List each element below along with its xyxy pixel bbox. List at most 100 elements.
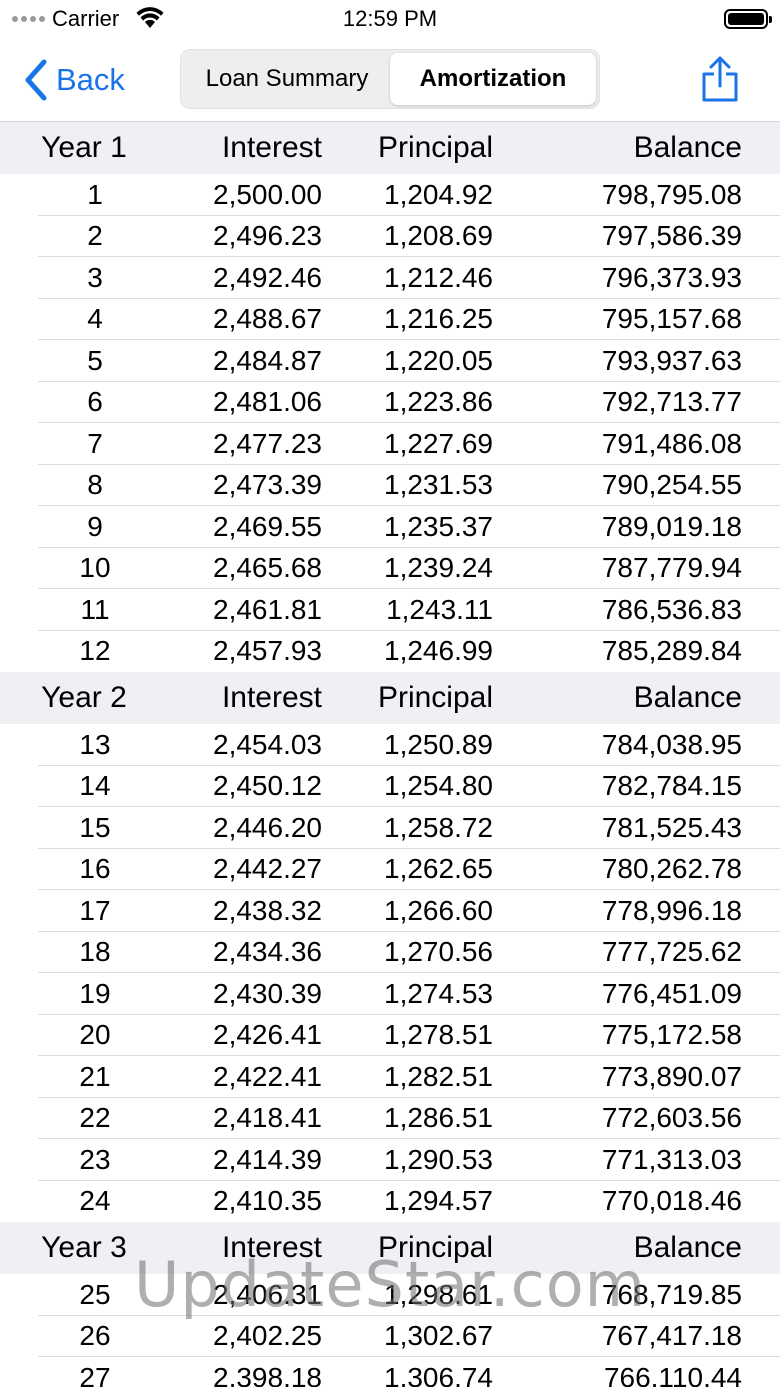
table-row: 2 2,496.23 1,208.69 797,586.39 [0,216,780,258]
interest-value: 2,438.32 [213,894,322,926]
table-row: 4 2,488.67 1,216.25 795,157.68 [0,299,780,341]
segment-loan-summary[interactable]: Loan Summary [205,65,369,92]
interest-value: 2,488.67 [213,303,322,335]
table-row: 10 2,465.68 1,239.24 787,779.94 [0,548,780,590]
interest-value: 2,426.41 [213,1019,322,1051]
balance-value: 773,890.07 [601,1060,742,1092]
payment-number: 16 [79,853,111,885]
navigation-bar: Back Loan Summary Amortization [0,40,780,122]
table-row: 21 2,422.41 1,282.51 773,890.07 [0,1056,780,1098]
interest-value: 2,484.87 [213,344,322,376]
interest-value: 2,434.36 [213,936,322,968]
interest-value: 2,398.18 [213,1361,322,1387]
balance-value: 787,779.94 [601,552,742,584]
interest-header: Interest [221,131,322,164]
interest-value: 2,469.55 [213,510,322,542]
interest-value: 2,442.27 [213,853,322,885]
payment-number: 20 [79,1019,111,1051]
payment-number: 24 [79,1185,111,1217]
balance-value: 781,525.43 [601,811,742,843]
principal-value: 1,220.05 [384,344,493,376]
balance-value: 778,996.18 [601,894,742,926]
table-row: 6 2,481.06 1,223.86 792,713.77 [0,382,780,424]
payment-number: 23 [79,1143,111,1175]
balance-value: 770,018.46 [601,1185,742,1217]
payment-number: 12 [79,635,111,667]
interest-value: 2,473.39 [213,469,322,501]
payment-number: 15 [79,811,111,843]
table-row: 3 2,492.46 1,212.46 796,373.93 [0,257,780,299]
principal-value: 1,294.57 [384,1185,493,1217]
balance-value: 785,289.84 [601,635,742,667]
table-row: 18 2,434.36 1,270.56 777,725.62 [0,932,780,974]
interest-value: 2,461.81 [213,593,322,625]
status-time: 12:59 PM [342,6,438,31]
interest-value: 2,465.68 [213,552,322,584]
principal-value: 1,223.86 [384,386,493,418]
table-row: 22 2,418.41 1,286.51 772,603.56 [0,1098,780,1140]
interest-value: 2,402.25 [213,1320,322,1352]
principal-value: 1,278.51 [384,1019,493,1051]
interest-value: 2,450.12 [213,770,322,802]
year-label: Year 3 [41,1231,127,1264]
payment-number: 2 [87,220,103,252]
principal-value: 1,262.65 [384,853,493,885]
payment-number: 11 [80,593,110,625]
payment-number: 4 [87,303,103,335]
segment-amortization[interactable]: Amortization [390,53,596,105]
interest-value: 2,492.46 [213,261,322,293]
interest-value: 2,422.41 [213,1060,322,1092]
principal-header: Principal [377,1231,493,1264]
balance-value: 797,586.39 [601,220,742,252]
payment-number: 17 [79,894,111,926]
share-icon[interactable] [700,54,740,104]
table-row: 25 2,406.31 1,298.61 768,719.85 [0,1274,780,1316]
payment-number: 26 [79,1320,111,1352]
year-label: Year 2 [41,681,127,714]
table-row: 8 2,473.39 1,231.53 790,254.55 [0,465,780,507]
payment-number: 3 [87,261,103,293]
principal-value: 1,212.46 [384,261,493,293]
payment-number: 10 [79,552,111,584]
table-row: 17 2,438.32 1,266.60 778,996.18 [0,890,780,932]
balance-header: Balance [633,681,742,714]
payment-number: 22 [79,1102,111,1134]
principal-value: 1,243.11 [386,593,493,625]
payment-number: 25 [79,1278,111,1310]
payment-number: 9 [87,510,103,542]
principal-value: 1,250.89 [384,728,493,760]
balance-value: 772,603.56 [601,1102,742,1134]
table-row: 27 2,398.18 1,306.74 766,110.44 [0,1357,780,1387]
back-button[interactable]: Back [22,56,125,104]
section-header: Year 2 Interest Principal Balance [0,672,780,724]
interest-value: 2,496.23 [213,220,322,252]
table-row: 7 2,477.23 1,227.69 791,486.08 [0,423,780,465]
payment-number: 19 [79,977,111,1009]
interest-value: 2,446.20 [213,811,322,843]
wifi-icon [136,7,164,28]
table-row: 23 2,414.39 1,290.53 771,313.03 [0,1139,780,1181]
balance-value: 776,451.09 [601,977,742,1009]
table-row: 24 2,410.35 1,294.57 770,018.46 [0,1181,780,1223]
balance-value: 777,725.62 [601,936,742,968]
principal-header: Principal [377,681,493,714]
principal-value: 1,227.69 [384,427,493,459]
table-row: 13 2,454.03 1,250.89 784,038.95 [0,724,780,766]
principal-header: Principal [377,131,493,164]
interest-value: 2,500.00 [213,178,322,210]
payment-number: 18 [79,936,111,968]
table-row: 19 2,430.39 1,274.53 776,451.09 [0,973,780,1015]
principal-value: 1,208.69 [384,220,493,252]
principal-value: 1,254.80 [384,770,493,802]
interest-header: Interest [221,681,322,714]
balance-value: 795,157.68 [601,303,742,335]
principal-value: 1,270.56 [384,936,493,968]
interest-header: Interest [221,1231,322,1264]
principal-value: 1,302.67 [384,1320,493,1352]
table-row: 12 2,457.93 1,246.99 785,289.84 [0,631,780,673]
interest-value: 2,406.31 [213,1278,322,1310]
cellular-signal-icon [12,16,45,22]
principal-value: 1,216.25 [384,303,493,335]
balance-value: 766,110.44 [603,1361,742,1387]
payment-number: 21 [79,1060,111,1092]
